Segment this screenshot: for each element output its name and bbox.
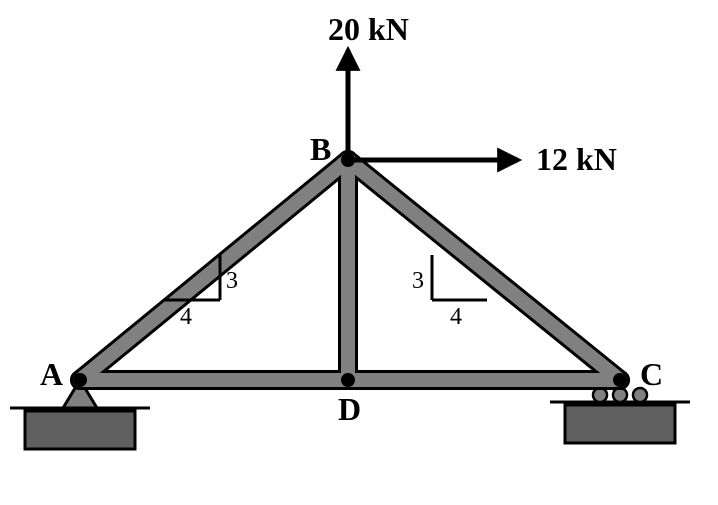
node-label: B <box>310 131 331 167</box>
svg-text:3: 3 <box>412 268 424 294</box>
node-label: C <box>640 356 663 392</box>
svg-text:3: 3 <box>226 268 238 294</box>
load-label: 20 kN <box>328 11 409 47</box>
svg-text:4: 4 <box>180 304 192 330</box>
svg-text:4: 4 <box>450 304 462 330</box>
truss-diagram: 20 kN12 kN3434ABCD <box>0 0 718 505</box>
load-label: 12 kN <box>536 141 617 177</box>
node-label: A <box>40 356 63 392</box>
node-label: D <box>338 391 361 427</box>
members <box>80 160 620 380</box>
